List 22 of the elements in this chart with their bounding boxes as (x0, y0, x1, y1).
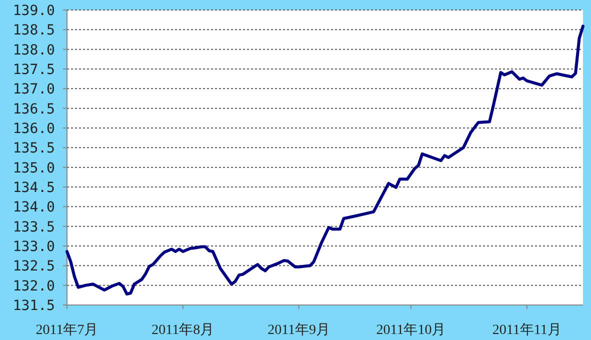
x-tick-label: 2011年8月 (152, 322, 214, 338)
x-tick-label: 2011年9月 (268, 322, 330, 338)
y-tick-label: 134.0 (12, 200, 55, 216)
x-tick-label: 2011年10月 (376, 322, 446, 338)
y-tick-label: 139.0 (12, 3, 55, 19)
y-tick-label: 132.5 (12, 258, 55, 275)
y-tick-label: 133.5 (12, 219, 55, 236)
y-tick-label: 136.0 (12, 121, 55, 137)
y-tick-label: 137.0 (12, 82, 55, 98)
x-tick-label: 2011年7月 (36, 322, 98, 338)
y-tick-label: 137.5 (12, 62, 55, 78)
y-tick-label: 135.0 (12, 160, 55, 176)
y-tick-label: 132.0 (12, 278, 55, 294)
x-tick-label: 2011年11月 (492, 322, 562, 338)
y-tick-label: 131.5 (12, 298, 55, 314)
y-tick-label: 133.0 (12, 239, 55, 255)
y-tick-label: 138.5 (12, 22, 55, 39)
y-tick-label: 134.5 (12, 180, 55, 196)
y-tick-label: 136.5 (12, 101, 55, 118)
y-tick-label: 135.5 (12, 140, 55, 157)
y-tick-label: 138.0 (12, 42, 55, 58)
line-series (66, 24, 584, 296)
